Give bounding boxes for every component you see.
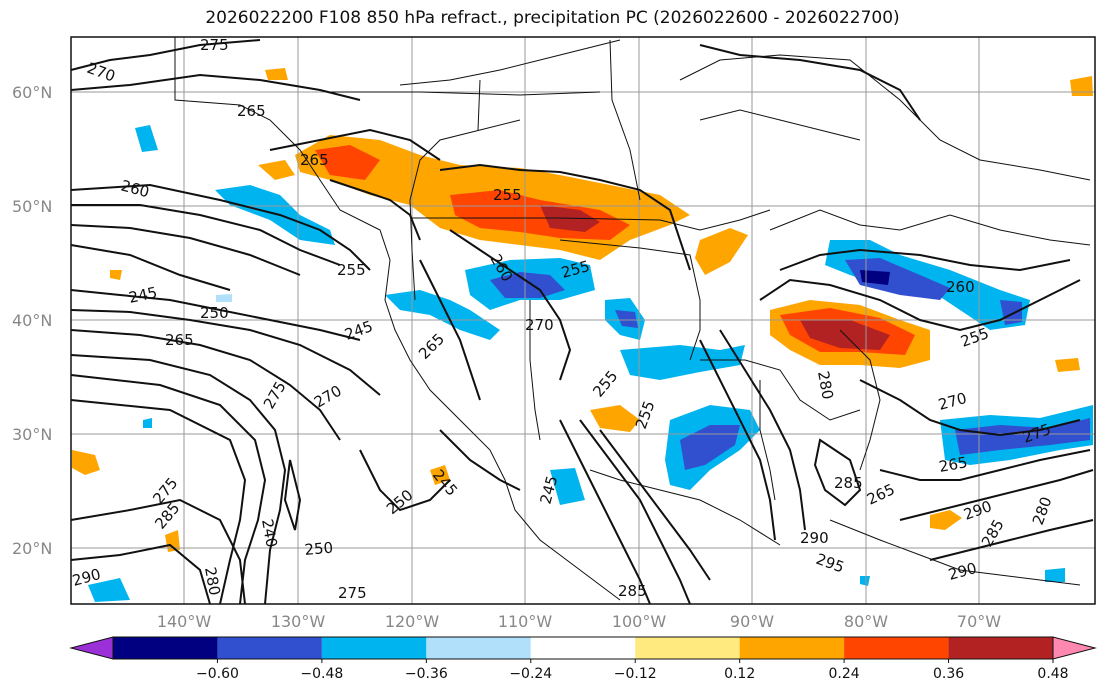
lat-label: 20°N [12,539,52,558]
map-title: 2026022200 F108 850 hPa refract., precip… [205,8,900,28]
colorbar-bin [217,637,322,659]
contour-label: 275 [200,36,229,54]
colorbar-frame [112,636,1054,660]
lon-label: 100°W [612,612,667,631]
colorbar-bin [530,637,636,659]
contour-label: 250 [200,304,229,322]
contour-label: 285 [618,582,647,600]
colorbar-bin [844,637,949,659]
colorbar-tick-label: 0.48 [1037,666,1068,682]
contour-label: 290 [800,529,829,547]
contour-label: 270 [525,316,554,334]
contour-label: 285 [834,474,863,492]
lon-label: 70°W [957,612,1001,631]
colorbar-tick-label: 0.36 [933,666,964,682]
contour-label: 265 [938,453,969,476]
colorbar-bin [948,637,1053,659]
contour-label: 265 [165,331,194,349]
precip-shading [72,68,1093,602]
contour-label: 265 [237,102,266,120]
lon-label: 80°W [844,612,888,631]
colorbar-tick-label: −0.24 [509,666,552,682]
lat-label: 30°N [12,425,52,444]
latitude-labels: 60°N 50°N 40°N 30°N 20°N [12,83,52,558]
longitude-labels: 140°W 130°W 120°W 110°W 100°W 90°W 80°W … [157,612,1001,631]
colorbar-bin [321,637,427,659]
colorbar-tick-label: 0.24 [829,666,860,682]
colorbar-tick-label: −0.36 [405,666,448,682]
contour-label: 260 [946,278,975,296]
graticule [71,37,1095,604]
colorbar-bin [739,637,845,659]
refractivity-contours [70,39,1094,605]
contour-label: 245 [127,283,159,307]
colorbar-extend-low [69,636,114,660]
contour-label: 250 [304,539,334,559]
colorbar-bin [635,637,740,659]
lat-label: 60°N [12,83,52,102]
colorbar: −0.60 −0.48 −0.36 −0.24 −0.12 0.12 0.24 0.36 0.4… [69,636,1097,682]
colorbar-bin [113,637,218,659]
coastlines [174,37,1091,601]
colorbar-bin [426,637,531,659]
colorbar-tick-label: −0.60 [196,666,239,682]
colorbar-extend-high [1052,636,1097,660]
lon-label: 110°W [498,612,553,631]
lon-label: 140°W [157,612,212,631]
lon-label: 90°W [730,612,774,631]
contour-label: 240 [258,518,281,549]
colorbar-tick-label: −0.12 [614,666,657,682]
contour-label: 255 [337,261,366,279]
lon-label: 120°W [385,612,440,631]
lon-label: 130°W [271,612,326,631]
contour-label: 255 [493,186,522,204]
contour-label: 280 [814,370,837,401]
colorbar-tick-label: 0.12 [724,666,755,682]
plot-frame [70,36,1096,605]
contour-label: 265 [300,151,329,169]
lat-label: 50°N [12,197,52,216]
lat-label: 40°N [12,311,52,330]
contour-label: 280 [201,566,224,597]
contour-label: 275 [338,584,367,602]
colorbar-tick-label: −0.48 [300,666,343,682]
